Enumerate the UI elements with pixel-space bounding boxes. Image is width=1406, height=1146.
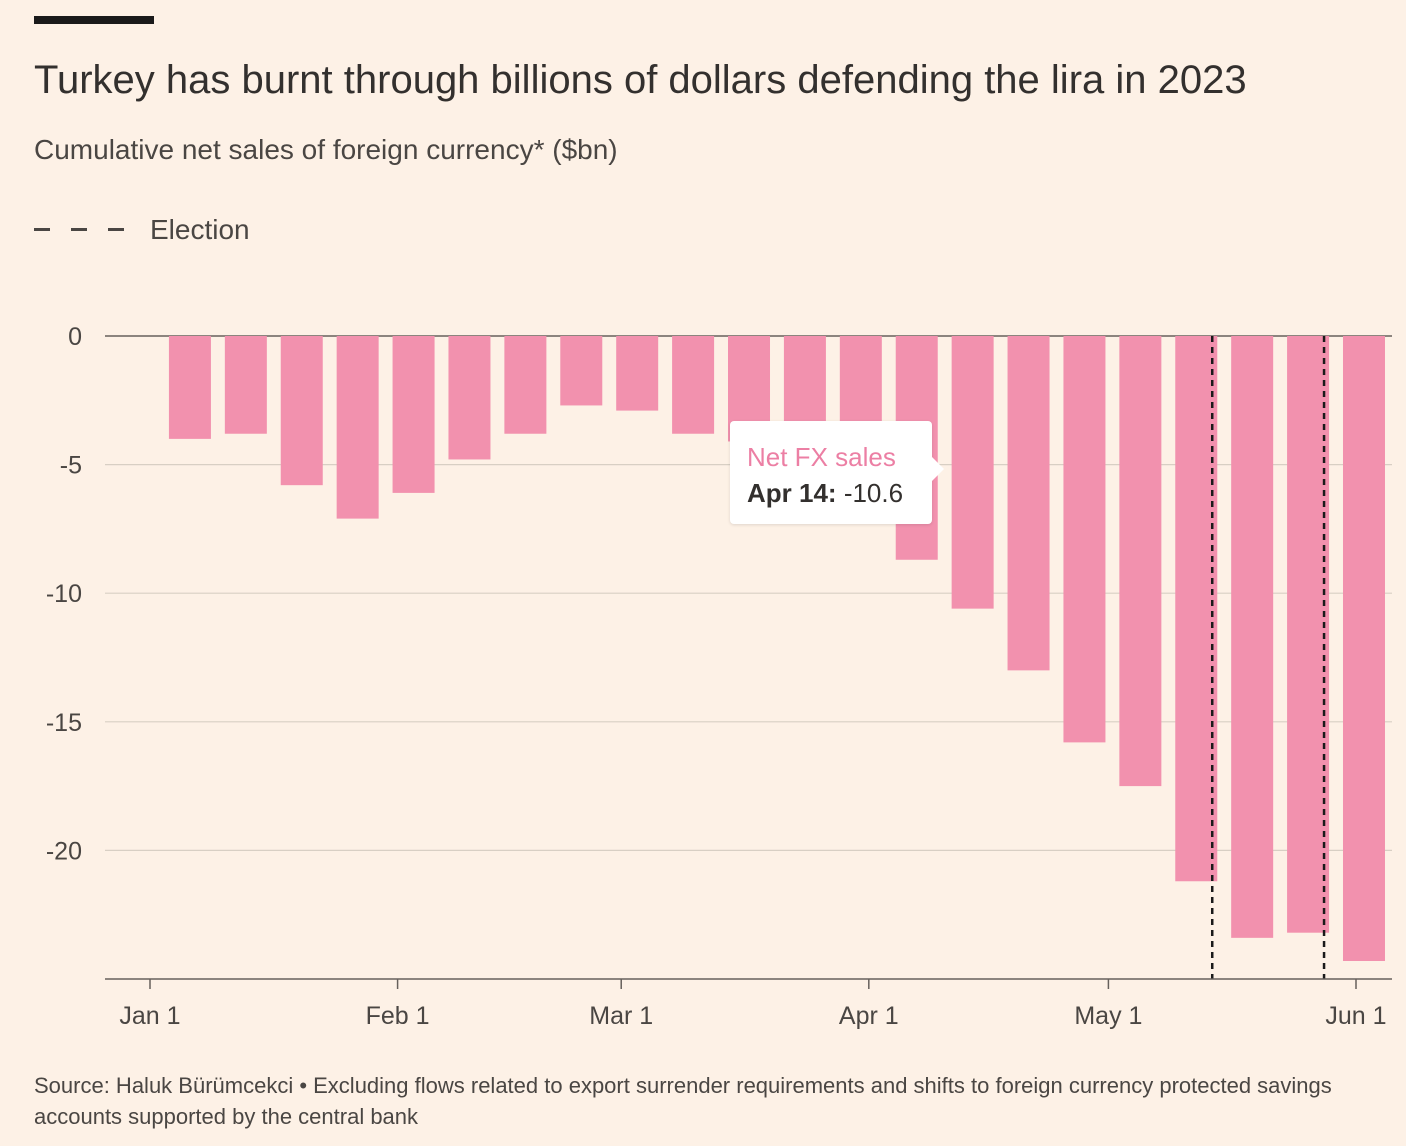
top-rule (34, 16, 154, 24)
tooltip-series-name: Net FX sales (747, 442, 896, 472)
bar (1119, 336, 1162, 787)
bar (336, 336, 379, 519)
x-tick-label: Mar 1 (589, 1002, 653, 1030)
bar (951, 336, 994, 609)
election-lines (1210, 336, 1326, 979)
chart-subtitle: Cumulative net sales of foreign currency… (34, 134, 618, 165)
bar (448, 336, 491, 460)
x-tick-label: Feb 1 (366, 1002, 430, 1030)
legend-dashed-line-swatch (34, 228, 126, 232)
bar (616, 336, 659, 411)
bars (168, 336, 1385, 961)
bar (280, 336, 323, 486)
chart-title: Turkey has burnt through billions of dol… (34, 58, 1247, 102)
bar (224, 336, 267, 434)
bar (1231, 336, 1274, 938)
x-tick-label: May 1 (1074, 1002, 1142, 1030)
bar (392, 336, 435, 493)
bar (1063, 336, 1106, 743)
bar (504, 336, 547, 434)
bar (1287, 336, 1330, 933)
axes: Jan 1 Feb 1 Mar 1 Apr 1 May 1 Jun 1 (105, 978, 1392, 1030)
tooltip-date: Apr 14: (747, 478, 837, 508)
bar (1007, 336, 1050, 671)
y-tick-label: -10 (46, 580, 82, 608)
x-tick-label: Jun 1 (1325, 1002, 1386, 1030)
y-tick-label: -5 (60, 452, 82, 480)
bar (560, 336, 603, 406)
bar-chart: 0 -5 -10 -15 -20 Jan 1 Feb 1 Mar 1 Apr 1 May 1 Ju… (46, 323, 1392, 1030)
y-tick-label: 0 (68, 323, 82, 351)
legend: Election (34, 208, 250, 252)
bar (672, 336, 715, 434)
bar (1175, 336, 1218, 882)
y-tick-label: -15 (46, 709, 82, 737)
source-footnote: Source: Haluk Bürümcekci • Excluding flo… (34, 1073, 1332, 1129)
y-tick-label: -20 (46, 837, 82, 865)
legend-label-election: Election (150, 214, 250, 245)
x-tick-label: Jan 1 (119, 1002, 180, 1030)
tooltip: Net FX sales Apr 14: -10.6 (730, 421, 944, 524)
bar (168, 336, 211, 439)
x-tick-label: Apr 1 (839, 1002, 899, 1030)
tooltip-value: -10.6 (843, 478, 904, 508)
bar (1342, 336, 1385, 961)
